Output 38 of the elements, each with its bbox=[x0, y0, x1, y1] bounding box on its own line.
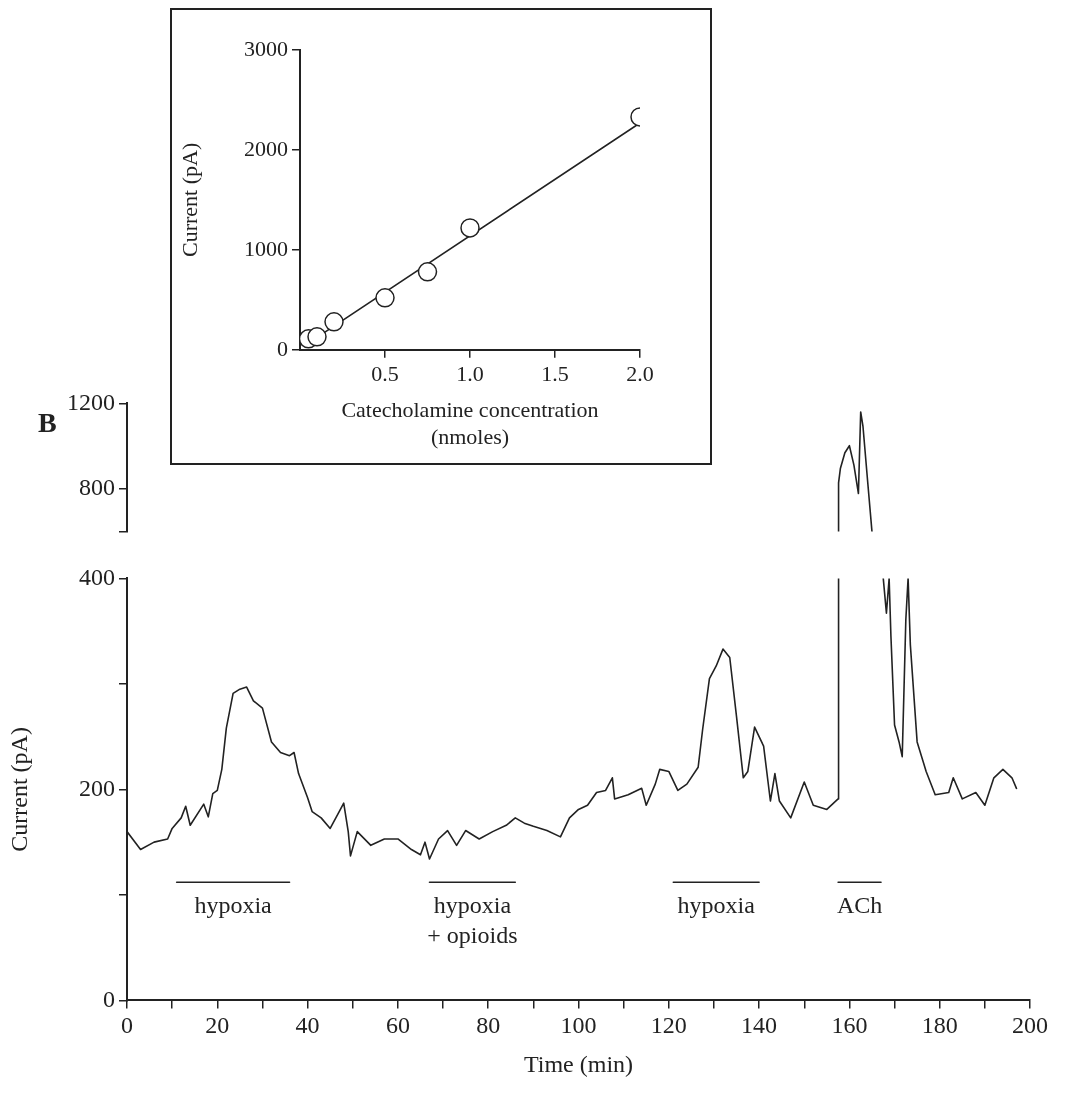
x-tick-label: 60 bbox=[385, 1012, 410, 1039]
y-tick-label: 0 bbox=[103, 985, 115, 1012]
point bbox=[324, 312, 344, 332]
y-tick-label: 400 bbox=[79, 563, 115, 590]
y-tick-label: 2000 bbox=[244, 135, 288, 161]
text: B bbox=[38, 407, 57, 439]
annotation: ACh bbox=[836, 891, 883, 918]
x-axis-title: Catecholamine concentration (nmoles) bbox=[341, 397, 599, 449]
x-axis-title: Time (min) bbox=[523, 1050, 634, 1077]
y-axis-title: Current (pA) bbox=[176, 142, 202, 258]
y-tick-label: 1200 bbox=[67, 388, 115, 415]
point bbox=[460, 218, 480, 238]
point bbox=[307, 327, 327, 347]
y-tick-label: 0 bbox=[277, 335, 288, 361]
x-tick-label: 0.5 bbox=[371, 360, 399, 386]
x-tick-label: 100 bbox=[560, 1012, 597, 1039]
y-tick-label: 1000 bbox=[244, 235, 288, 261]
x-tick-label: 200 bbox=[1012, 1012, 1048, 1039]
y-tick-label: 3000 bbox=[244, 35, 288, 61]
x-tick-label: 140 bbox=[741, 1012, 778, 1039]
y-tick-label: 200 bbox=[79, 774, 115, 801]
x-tick-label: 1.5 bbox=[541, 360, 569, 386]
point bbox=[375, 288, 395, 308]
x-tick-label: 180 bbox=[921, 1012, 958, 1039]
x-tick-label: 1.0 bbox=[456, 360, 484, 386]
x-tick-label: 0 bbox=[121, 1012, 133, 1039]
point bbox=[417, 262, 438, 282]
y-tick-label: 800 bbox=[79, 474, 115, 501]
annotation: hypoxia + opioids bbox=[427, 891, 518, 948]
x-tick-label: 40 bbox=[295, 1012, 320, 1039]
x-tick-label: 2.0 bbox=[626, 360, 654, 386]
y-axis-title: Current (pA) bbox=[5, 727, 32, 852]
x-tick-label: 20 bbox=[205, 1012, 230, 1039]
x-tick-label: 160 bbox=[831, 1012, 868, 1039]
annotation: hypoxia bbox=[677, 891, 756, 918]
annotation: hypoxia bbox=[194, 891, 273, 918]
x-tick-label: 80 bbox=[476, 1012, 501, 1039]
x-tick-label: 120 bbox=[650, 1012, 687, 1039]
